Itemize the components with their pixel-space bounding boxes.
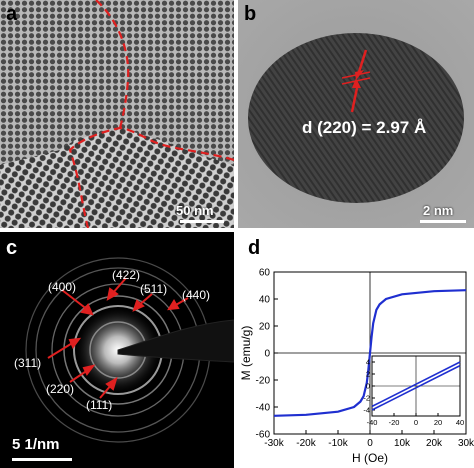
y-tick-label: 20 bbox=[259, 322, 271, 333]
y-tick-label: -40 bbox=[256, 403, 271, 414]
x-axis-label: H (Oe) bbox=[352, 451, 388, 465]
lattice-spacing-annotation: d (220) = 2.97 Å bbox=[302, 118, 427, 137]
inset-lower-branch bbox=[371, 364, 461, 411]
inset-y-tick-label: -2 bbox=[363, 394, 370, 403]
panel-c-saed-pattern: c (422) (400) (511) (440) (311) (220) (1… bbox=[0, 232, 234, 468]
x-tick-label: 30k bbox=[458, 438, 474, 449]
y-tick-label: 0 bbox=[264, 349, 270, 360]
panel-a-scale-bar bbox=[180, 220, 224, 223]
ring-label-111: (111) bbox=[86, 398, 113, 412]
inset-upper-branch bbox=[371, 361, 461, 408]
y-tick-label: -20 bbox=[256, 376, 271, 387]
x-tick-label: 20k bbox=[426, 438, 443, 449]
panel-b-micrograph bbox=[238, 0, 474, 228]
panel-b-scale-text: 2 nm bbox=[423, 203, 454, 218]
panel-c-label: c bbox=[6, 237, 18, 259]
panel-c-diffraction bbox=[25, 257, 234, 443]
x-tick-label: -20k bbox=[296, 438, 316, 449]
inset-y-tick-label: -4 bbox=[363, 406, 370, 415]
y-tick-label: 60 bbox=[259, 268, 271, 279]
ring-label-511: (511) bbox=[140, 282, 168, 296]
inset-x-tick-label: 20 bbox=[434, 418, 442, 427]
inset-x-tick-label: -40 bbox=[367, 418, 378, 427]
inset-x-tick-label: -20 bbox=[389, 418, 400, 427]
beam-stop bbox=[117, 319, 234, 363]
panel-b-scale-bar bbox=[420, 220, 466, 223]
ring-label-422: (422) bbox=[112, 268, 141, 282]
hysteresis-plot: -30k -20k -10k 0 10k 20k 30k6040200-20-40-60H … bbox=[239, 268, 474, 466]
panel-c-scale-bar bbox=[12, 458, 72, 461]
x-tick-label: 0 bbox=[367, 438, 373, 449]
y-tick-label: -60 bbox=[256, 430, 271, 441]
panel-b-label: b bbox=[244, 3, 257, 25]
grain-boundary-lower bbox=[68, 126, 234, 228]
panel-b-hrtem-image: b d (220) = 2.97 Å 2 nm bbox=[238, 0, 474, 228]
ring-label-400: (400) bbox=[48, 280, 77, 294]
inset-x-tick-label: 40 bbox=[456, 418, 464, 427]
panel-a-micrograph bbox=[0, 0, 234, 228]
ring-label-311: (311) bbox=[14, 356, 42, 370]
inset-y-tick-label: 0 bbox=[366, 382, 370, 391]
ring-label-220: (220) bbox=[46, 382, 75, 396]
inset-x-tick-label: 0 bbox=[414, 418, 418, 427]
panel-d-hysteresis-chart: d -30k -20k -10k 0 10k 20k 30k 60 40 20 0 -20 -40 -60… bbox=[238, 232, 474, 468]
inset-y-tick-label: 2 bbox=[366, 370, 370, 379]
panel-a-tem-image: a 50 nm bbox=[0, 0, 234, 228]
x-tick-label: -10k bbox=[328, 438, 348, 449]
x-tick-label: -30k bbox=[264, 438, 284, 449]
x-tick-label: 10k bbox=[394, 438, 411, 449]
panel-a-label: a bbox=[6, 3, 18, 25]
panel-a-scale-text: 50 nm bbox=[176, 203, 214, 218]
inset-y-tick-label: 4 bbox=[366, 358, 370, 367]
y-tick-label: 40 bbox=[259, 295, 271, 306]
magnetization-curve bbox=[273, 289, 467, 417]
panel-c-scale-text: 5 1/nm bbox=[12, 436, 60, 453]
ring-label-440: (440) bbox=[182, 288, 211, 302]
panel-d-label: d bbox=[248, 237, 261, 259]
y-axis-label: M (emu/g) bbox=[239, 326, 253, 381]
